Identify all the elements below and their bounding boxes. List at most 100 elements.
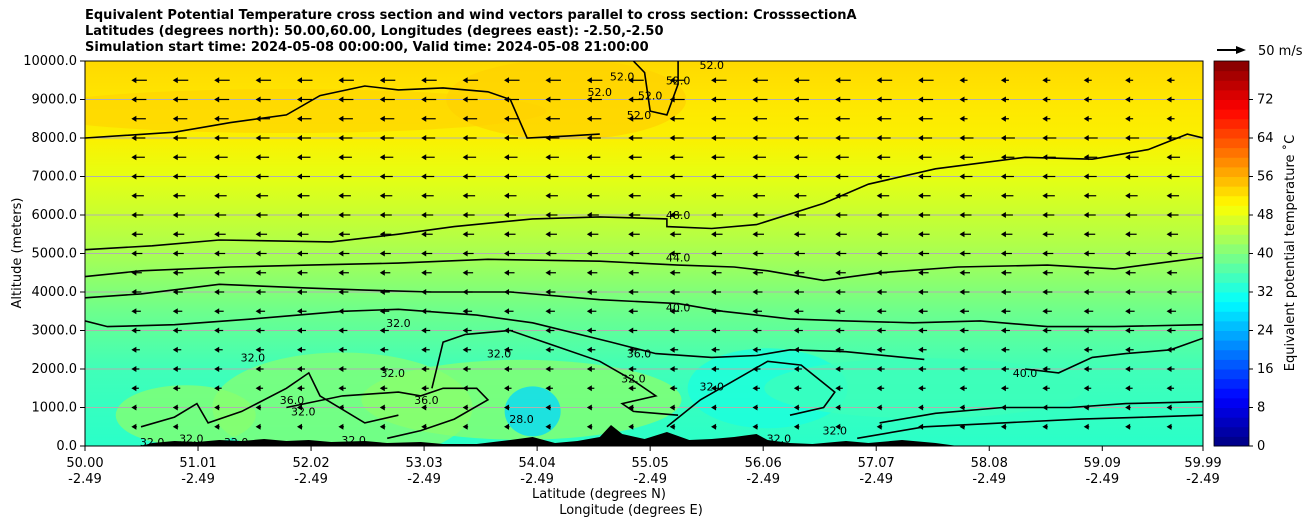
wind-vector [835,327,845,334]
wind-vector [1000,192,1014,199]
wind-vector [379,77,396,84]
wind-vector [959,366,968,372]
colorbar-band [1214,109,1249,120]
wind-vector [669,173,683,180]
wind-vector [669,154,684,161]
wind-vector [918,385,926,392]
wind-vector [1042,423,1048,430]
wind-vector [793,346,803,353]
wind-vector [379,115,395,122]
wind-vector [338,404,344,411]
colorbar-band [1214,311,1249,322]
wind-vector [338,366,347,372]
contour-line [666,360,836,428]
colorbar-band [1214,282,1249,293]
wind-vector [545,192,558,199]
chart-title-line-1: Equivalent Potential Temperature cross s… [85,8,857,23]
wind-vector [379,250,391,257]
colorbar-band [1214,243,1249,254]
wind-vector [379,231,392,238]
wind-vector [1166,173,1180,180]
wind-vector [545,250,557,257]
wind-vector [379,327,389,334]
wind-vector [586,385,595,392]
wind-vector [793,96,809,103]
wind-vector [214,327,224,334]
wind-vector [504,269,515,276]
quiver-key-label: 50 m/s [1258,44,1303,59]
wind-vector [586,346,596,353]
wind-vector [131,366,140,372]
wind-vector [131,96,147,103]
wind-vector [1166,346,1176,353]
wind-vector [1166,366,1175,372]
wind-vector [752,308,762,315]
wind-vector [793,173,807,180]
wind-vector [1125,173,1139,180]
wind-vector [504,96,520,103]
wind-vector [669,96,685,103]
wind-vector [586,173,600,180]
contour-label: 52.0 [627,109,652,122]
wind-vector [172,231,185,238]
wind-vector [338,212,351,218]
wind-vector [255,366,264,372]
colorbar-band [1214,330,1249,341]
contour-line [85,133,1203,251]
wind-vector [1125,77,1134,84]
wind-vector [1125,366,1134,372]
wind-vector [172,96,188,103]
wind-vector [421,385,429,392]
wind-vector [1042,404,1048,411]
x-tick-label-lon: -2.49 [294,472,328,487]
wind-vector [628,327,638,334]
wind-vector [421,192,434,199]
colorbar-tick-label: 72 [1257,93,1274,108]
wind-vector [959,289,970,295]
wind-vector [296,327,306,334]
wind-vector [214,423,220,430]
wind-vector [1042,231,1054,238]
wind-vector [1125,135,1140,141]
wind-vector [1042,115,1051,122]
wind-vector [1125,327,1135,334]
wind-vector [711,135,726,141]
wind-vector [918,154,932,161]
wind-vector [628,96,644,103]
colorbar-band [1214,89,1249,100]
wind-vector [462,212,475,218]
x-tick-label-lon: -2.49 [859,472,893,487]
wind-vector [462,289,473,295]
wind-vector [835,423,841,430]
wind-vector [1000,231,1013,238]
wind-vector [1125,192,1138,199]
wind-vector [545,404,551,411]
wind-vector [835,250,847,257]
wind-vector [172,423,179,430]
wind-vector [379,346,389,353]
wind-vector [876,385,885,392]
wind-vector [421,327,431,334]
wind-vector [959,250,971,257]
wind-vector [628,231,640,238]
wind-vector [462,346,472,353]
wind-vector [296,308,307,315]
wind-vector [1083,192,1097,199]
colorbar-band [1214,263,1249,274]
wind-vector [835,115,850,122]
wind-vector [462,135,477,141]
contour-label: 52.0 [699,59,724,72]
wind-vector [876,96,892,103]
y-tick-label: 7000.0 [32,170,78,185]
wind-vector [711,308,721,315]
wind-vector [545,423,551,430]
wind-vector [959,154,974,161]
colorbar-band [1214,61,1249,72]
wind-vector [959,327,969,334]
wind-vector [172,269,184,276]
wind-vector [876,77,893,84]
wind-vector [131,212,144,218]
wind-vector [959,212,972,218]
wind-vector [752,289,763,295]
wind-vector [752,250,764,257]
